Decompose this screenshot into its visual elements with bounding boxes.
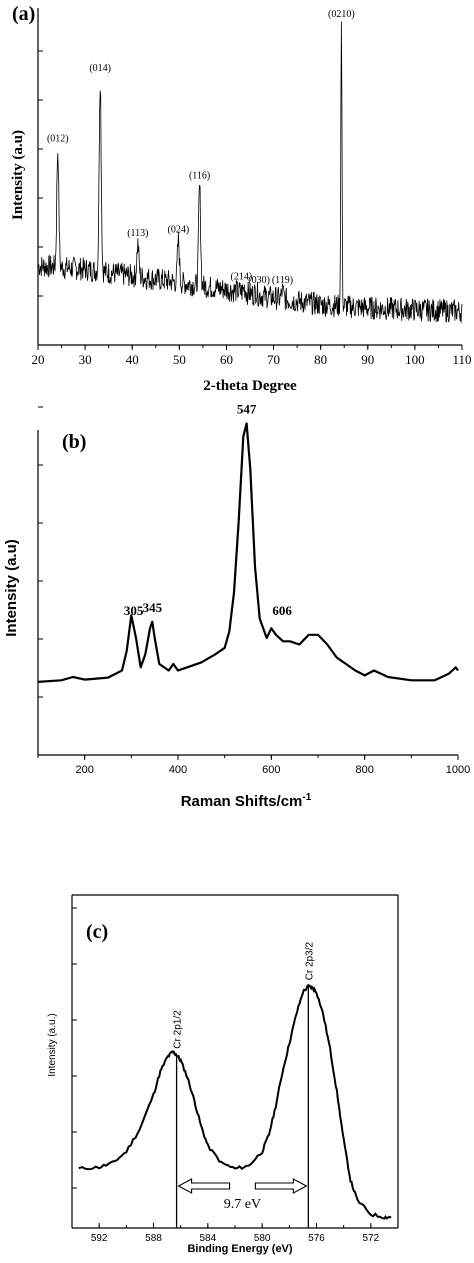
- panel-b-y-ticks: [38, 406, 43, 698]
- peak-label: 547: [237, 402, 257, 417]
- x-tick-label: 90: [361, 352, 374, 367]
- peak-label: Cr 2p3/2: [304, 942, 315, 981]
- panel-b-x-axis-label-superscript: -1: [302, 792, 311, 803]
- xps-trace: [78, 983, 392, 1220]
- x-tick-label: 110: [452, 352, 471, 367]
- x-tick-label: 572: [362, 1233, 379, 1244]
- peak-label: 345: [143, 600, 163, 615]
- panel-b-label: (b): [62, 431, 86, 453]
- x-tick-label: 50: [173, 352, 186, 367]
- x-tick-label: 1000: [446, 764, 470, 776]
- peak-label: (024): [168, 225, 190, 236]
- peak-label: (014): [89, 63, 111, 74]
- panel-b-x-ticks: 200 400 600 800 1000: [37, 755, 470, 776]
- x-tick-label: 584: [199, 1233, 216, 1244]
- peak-label: Cr 2p1/2: [173, 1010, 184, 1049]
- panel-a-y-axis-label: Intensity (a.u): [10, 130, 26, 220]
- xrd-trace: [38, 21, 463, 323]
- peak-label: 606: [272, 603, 292, 618]
- panel-a-x-ticks: 20 30 40 50 60 70 80 90 100 110: [32, 345, 472, 367]
- x-tick-label: 576: [308, 1233, 325, 1244]
- x-tick-label: 592: [91, 1233, 108, 1244]
- peak-label: (113): [127, 228, 148, 239]
- panel-a-plot: [37, 8, 463, 346]
- panel-b-peak-labels: 305 345 547 606: [124, 402, 292, 619]
- peak-label: (012): [47, 134, 69, 145]
- splitting-label: 9.7 eV: [224, 1197, 261, 1212]
- x-tick-label: 400: [169, 764, 187, 776]
- peak-label: (030): [248, 275, 270, 286]
- panel-c-label: (c): [86, 921, 108, 943]
- panel-c-annotations: Cr 2p1/2 Cr 2p3/2 9.7 eV: [173, 942, 315, 1228]
- right-arrow-icon: [254, 1178, 308, 1194]
- x-tick-label: 600: [262, 764, 280, 776]
- x-tick-label: 70: [267, 352, 280, 367]
- panel-c-xps: (c) Intensity (a.u.) Binding Energy (eV)…: [47, 894, 399, 1255]
- x-tick-label: 60: [220, 352, 233, 367]
- x-tick-label: 580: [254, 1233, 271, 1244]
- panel-b-raman: (b) Intensity (a.u) Raman Shifts/cm-1 20…: [3, 402, 470, 811]
- panel-b-x-axis-label-main: Raman Shifts/cm: [181, 793, 303, 810]
- x-tick-label: 100: [405, 352, 425, 367]
- panel-a-xrd: (a) Intensity (a.u) 2-theta Degree 20 30 4…: [10, 3, 472, 394]
- peak-label: 305: [124, 603, 144, 618]
- panel-a-peak-labels: (012) (014) (113) (024) (116) (214)(030) (119)…: [47, 9, 355, 286]
- panel-a-label: (a): [12, 3, 35, 25]
- x-tick-label: 200: [75, 764, 93, 776]
- x-tick-label: 40: [126, 352, 139, 367]
- peak-label: (119): [272, 275, 293, 286]
- panel-c-x-axis-label: Binding Energy (eV): [187, 1243, 292, 1255]
- panel-b-plot: [37, 422, 459, 756]
- peak-label: (0210): [328, 9, 355, 20]
- raman-trace: [37, 422, 459, 683]
- panel-b-x-axis-label: Raman Shifts/cm-1: [181, 792, 312, 810]
- left-arrow-icon: [177, 1178, 231, 1194]
- panel-a-x-axis-label: 2-theta Degree: [203, 378, 297, 394]
- peak-label: (116): [189, 171, 210, 182]
- x-tick-label: 80: [314, 352, 327, 367]
- peak-label: (214): [231, 272, 253, 283]
- x-tick-label: 30: [79, 352, 92, 367]
- panel-a-y-ticks: [38, 50, 43, 297]
- panel-c-y-axis-label: Intensity (a.u.): [47, 1013, 58, 1076]
- x-tick-label: 588: [145, 1233, 162, 1244]
- panel-c-x-ticks: 592 588 584 580 576 572: [71, 1223, 399, 1244]
- x-tick-label: 20: [32, 352, 45, 367]
- panel-c-plot: [71, 894, 399, 1229]
- panel-c-y-ticks: [72, 907, 77, 1189]
- panel-b-y-axis-label: Intensity (a.u): [3, 539, 20, 637]
- x-tick-label: 800: [355, 764, 373, 776]
